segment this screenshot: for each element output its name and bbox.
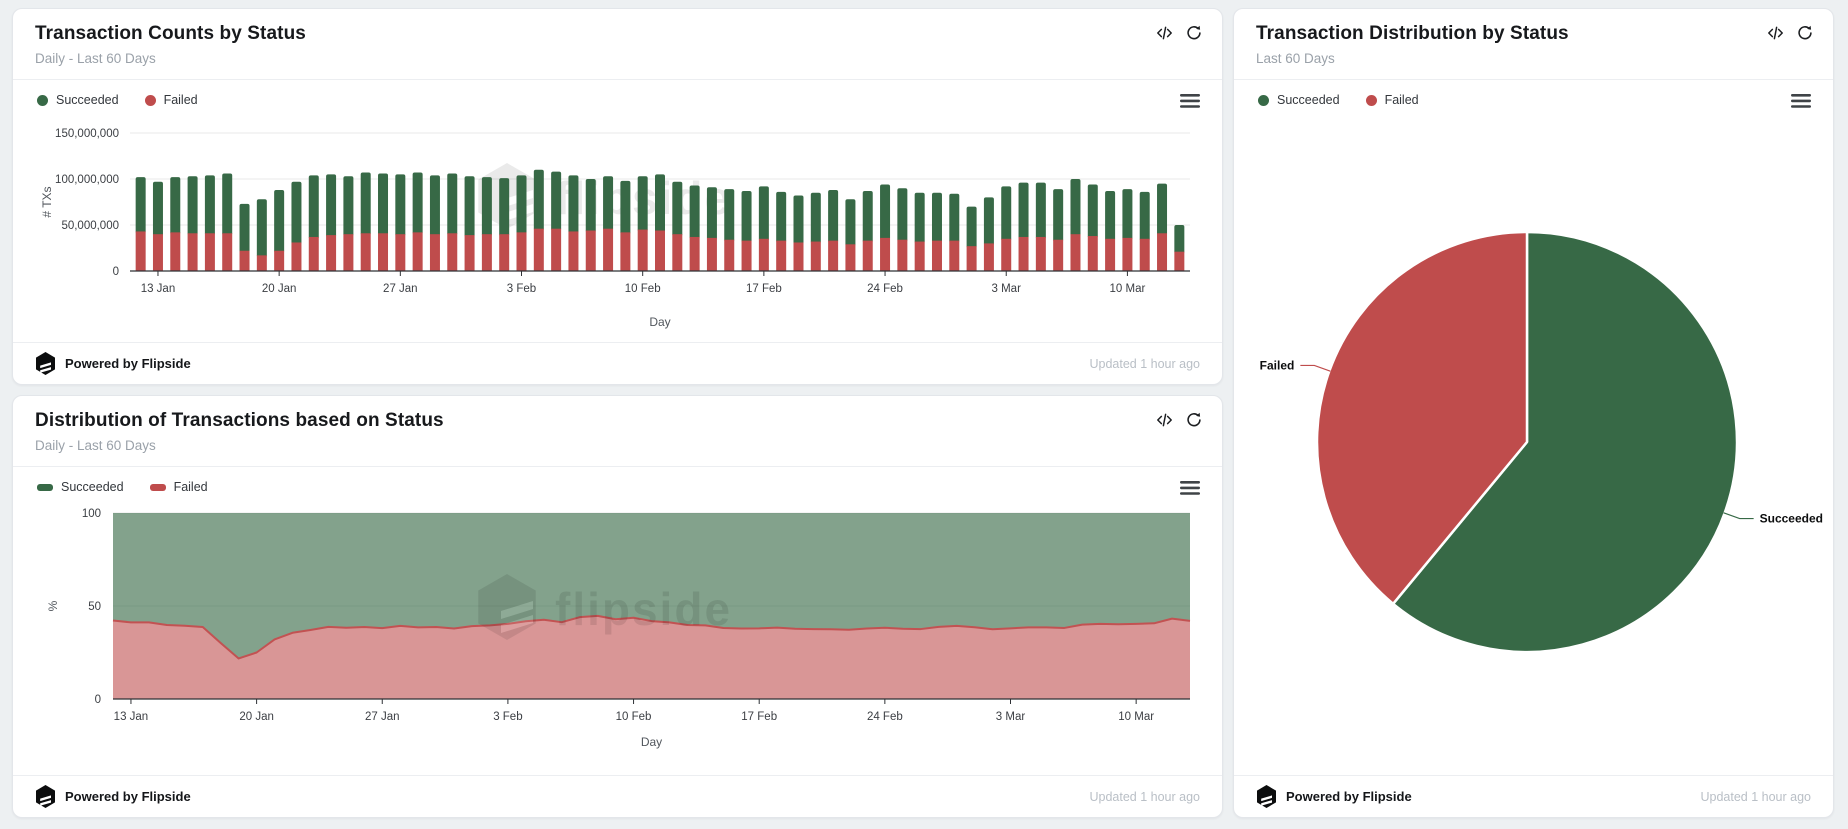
- chart-legend: Succeeded Failed: [1234, 80, 1833, 112]
- flipside-logo-icon: [1257, 785, 1276, 808]
- card-header: Distribution of Transactions based on St…: [13, 396, 1222, 467]
- succeeded-marker: [1258, 94, 1269, 106]
- chart-context-menu-icon[interactable]: [1180, 94, 1200, 108]
- card-footer: Powered by Flipside Updated 1 hour ago: [13, 775, 1222, 817]
- area-chart-canvas: 0 50 100% flipside 13 Jan 20 Jan 27 Jan 3 Feb 10…: [46, 508, 1191, 749]
- card-transaction-share: Distribution of Transactions based on St…: [12, 395, 1223, 818]
- card-title: Transaction Counts by Status: [35, 23, 306, 44]
- legend-item-succeeded[interactable]: Succeeded: [1258, 93, 1340, 107]
- svg-text:Succeeded: Succeeded: [1760, 512, 1823, 526]
- flipside-logo-icon: [36, 352, 55, 375]
- updated-timestamp: Updated 1 hour ago: [1089, 356, 1200, 371]
- svg-text:24 Feb: 24 Feb: [867, 711, 903, 723]
- updated-timestamp: Updated 1 hour ago: [1700, 789, 1811, 804]
- legend-item-failed[interactable]: Failed: [149, 480, 208, 494]
- svg-text:100: 100: [82, 508, 101, 520]
- chart-legend: Succeeded Failed: [13, 80, 1222, 112]
- legend-label: Failed: [163, 93, 198, 107]
- card-title: Distribution of Transactions based on St…: [35, 410, 444, 431]
- svg-text:24 Feb: 24 Feb: [867, 283, 903, 295]
- pie-chart-canvas: Succeeded Failed: [1260, 230, 1823, 654]
- card-subtitle: Last 60 Days: [1256, 51, 1335, 66]
- embed-code-icon[interactable]: [1767, 26, 1784, 40]
- svg-text:20 Jan: 20 Jan: [239, 711, 274, 723]
- legend-label: Succeeded: [1277, 93, 1340, 107]
- chart-legend: Succeeded Failed: [13, 467, 1222, 499]
- svg-text:50,000,000: 50,000,000: [61, 220, 119, 232]
- svg-text:flipside: flipside: [555, 583, 732, 635]
- svg-text:13 Jan: 13 Jan: [114, 711, 149, 723]
- flipside-watermark: flipside: [478, 574, 732, 640]
- svg-text:3 Feb: 3 Feb: [493, 711, 522, 723]
- legend-label: Failed: [173, 480, 208, 494]
- updated-timestamp: Updated 1 hour ago: [1089, 789, 1200, 804]
- svg-text:3 Mar: 3 Mar: [992, 283, 1022, 295]
- refresh-icon[interactable]: [1797, 25, 1813, 41]
- legend-item-succeeded[interactable]: Succeeded: [37, 93, 119, 107]
- legend-label: Succeeded: [56, 93, 119, 107]
- svg-text:3 Mar: 3 Mar: [996, 711, 1026, 723]
- flipside-logo-icon: [36, 785, 55, 808]
- svg-text:0: 0: [113, 266, 119, 278]
- powered-by-label: Powered by Flipside: [65, 356, 191, 371]
- card-title: Transaction Distribution by Status: [1256, 23, 1569, 44]
- card-footer: Powered by Flipside Updated 1 hour ago: [1234, 775, 1833, 817]
- embed-code-icon[interactable]: [1156, 413, 1173, 427]
- succeeded-marker: [37, 94, 48, 106]
- failed-marker: [1365, 94, 1377, 106]
- card-subtitle: Daily - Last 60 Days: [35, 438, 156, 453]
- embed-code-icon[interactable]: [1156, 26, 1173, 40]
- card-transaction-counts: Transaction Counts by Status Daily - Las…: [12, 8, 1223, 385]
- powered-by-flipside: Powered by Flipside: [35, 352, 191, 375]
- svg-text:17 Feb: 17 Feb: [741, 711, 777, 723]
- failed-marker: [144, 94, 156, 106]
- powered-by-flipside: Powered by Flipside: [1256, 785, 1412, 808]
- svg-text:13 Jan: 13 Jan: [141, 283, 176, 295]
- powered-by-label: Powered by Flipside: [1286, 789, 1412, 804]
- refresh-icon[interactable]: [1186, 25, 1202, 41]
- legend-label: Failed: [1384, 93, 1419, 107]
- legend-item-succeeded[interactable]: Succeeded: [37, 480, 124, 494]
- svg-text:# TXs: # TXs: [40, 186, 54, 217]
- svg-text:10 Mar: 10 Mar: [1110, 283, 1146, 295]
- legend-label: Succeeded: [61, 480, 124, 494]
- svg-text:27 Jan: 27 Jan: [365, 711, 400, 723]
- svg-text:20 Jan: 20 Jan: [262, 283, 297, 295]
- card-subtitle: Daily - Last 60 Days: [35, 51, 156, 66]
- failed-marker: [149, 483, 166, 491]
- card-footer: Powered by Flipside Updated 1 hour ago: [13, 342, 1222, 384]
- legend-item-failed[interactable]: Failed: [144, 93, 198, 107]
- svg-text:Failed: Failed: [1260, 358, 1295, 372]
- svg-text:Day: Day: [649, 315, 670, 329]
- chart-context-menu-icon[interactable]: [1180, 481, 1200, 495]
- refresh-icon[interactable]: [1186, 412, 1202, 428]
- legend-item-failed[interactable]: Failed: [1365, 93, 1419, 107]
- card-transaction-distribution: Transaction Distribution by Status Last …: [1233, 8, 1834, 818]
- svg-text:150,000,000: 150,000,000: [55, 128, 119, 140]
- svg-text:%: %: [46, 600, 60, 611]
- card-header: Transaction Distribution by Status Last …: [1234, 9, 1833, 80]
- svg-text:17 Feb: 17 Feb: [746, 283, 782, 295]
- powered-by-label: Powered by Flipside: [65, 789, 191, 804]
- svg-text:50: 50: [88, 601, 101, 613]
- powered-by-flipside: Powered by Flipside: [35, 785, 191, 808]
- card-header: Transaction Counts by Status Daily - Las…: [13, 9, 1222, 80]
- svg-text:27 Jan: 27 Jan: [383, 283, 418, 295]
- svg-text:10 Mar: 10 Mar: [1118, 711, 1154, 723]
- svg-text:10 Feb: 10 Feb: [625, 283, 661, 295]
- svg-text:10 Feb: 10 Feb: [616, 711, 652, 723]
- chart-context-menu-icon[interactable]: [1791, 94, 1811, 108]
- svg-text:0: 0: [95, 694, 101, 706]
- succeeded-marker: [37, 483, 53, 491]
- svg-text:Day: Day: [641, 735, 662, 749]
- svg-text:100,000,000: 100,000,000: [55, 174, 119, 186]
- svg-text:3 Feb: 3 Feb: [507, 283, 536, 295]
